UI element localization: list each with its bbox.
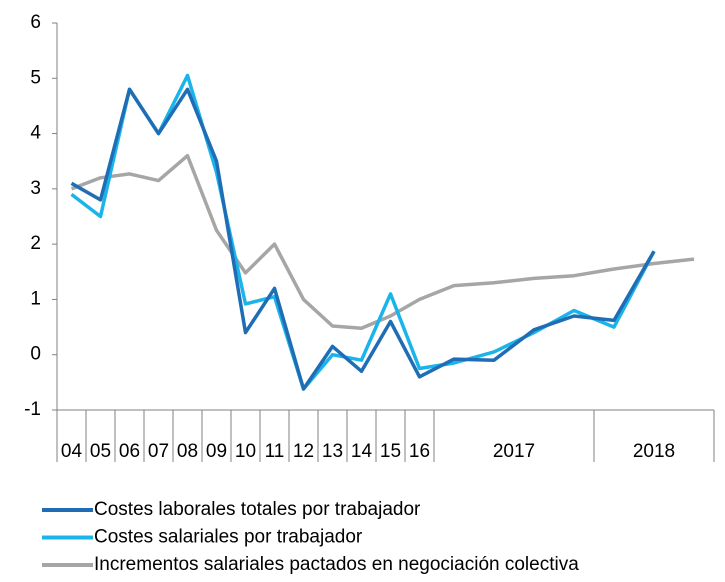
x-tick-label: 06 — [119, 441, 140, 462]
legend-label: Costes laborales totales por trabajador — [94, 499, 421, 520]
legend-label: Incrementos salariales pactados en negoc… — [94, 554, 579, 575]
y-tick-label: 6 — [30, 12, 41, 33]
x-tick-label: 09 — [206, 441, 227, 462]
y-tick-label: 3 — [30, 178, 41, 199]
group-label: 2018 — [633, 441, 675, 462]
x-tick-label: 04 — [61, 441, 83, 462]
y-tick-label: 5 — [30, 67, 41, 88]
x-tick-label: 12 — [293, 441, 314, 462]
x-tick-label: 16 — [409, 441, 430, 462]
x-tick-label: 13 — [322, 441, 343, 462]
y-tick-label: 0 — [30, 344, 41, 365]
x-tick-label: 14 — [351, 441, 373, 462]
series-line — [70, 87, 656, 391]
series-line — [70, 153, 695, 330]
y-tick-label: 1 — [30, 288, 41, 309]
x-tick-label: 07 — [148, 441, 169, 462]
legend-label: Costes salariales por trabajador — [94, 527, 363, 548]
x-tick-label: 10 — [235, 441, 256, 462]
x-tick-label: 08 — [177, 441, 198, 462]
x-tick-label: 05 — [90, 441, 111, 462]
series-line — [70, 73, 656, 391]
y-tick-label: -1 — [24, 399, 41, 420]
y-tick-label: 4 — [30, 123, 41, 144]
y-tick-label: 2 — [30, 233, 41, 254]
x-tick-label: 15 — [380, 441, 401, 462]
x-tick-label: 11 — [265, 441, 285, 462]
group-label: 2017 — [493, 441, 535, 462]
